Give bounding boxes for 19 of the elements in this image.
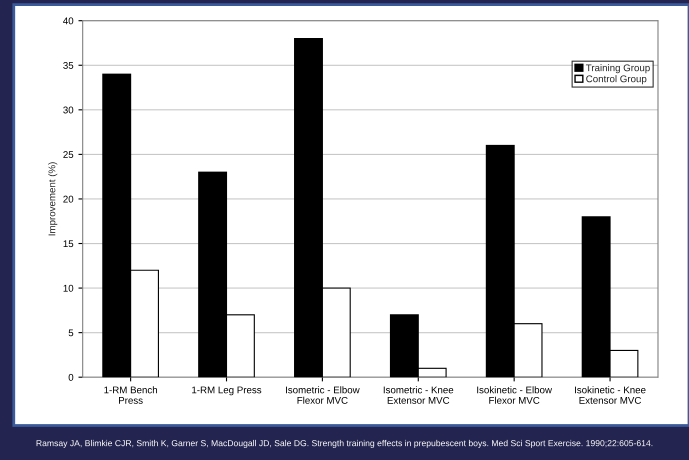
x-tick-label: 1-RM Leg Press — [192, 386, 262, 396]
x-tick-label: Isometric - Elbow Flexor MVC — [286, 386, 360, 404]
y-tick-label: 10 — [64, 284, 74, 292]
x-tick-label: 1-RM Bench Press — [104, 386, 158, 404]
y-tick-label: 40 — [63, 17, 74, 24]
legend-label: Control Group — [586, 75, 646, 84]
y-tick-label: 25 — [63, 151, 74, 158]
y-axis-title: Improvement (%) — [48, 162, 58, 236]
legend-label: Training Group — [586, 64, 650, 74]
x-tick-label: Isokinetic - Knee Extensor MVC — [575, 386, 646, 404]
y-tick-label: 0 — [68, 374, 74, 381]
y-tick-label: 15 — [64, 240, 74, 248]
y-tick-label: 5 — [68, 329, 74, 336]
text: Ramsay JA, Blimkie CJR, Smith K, Garner S, MacDougall JD, Sale DG. Strength training effects in prepubescent boys. Med Sci Sport Exercise. 1990;22:605-614. — [36, 440, 652, 448]
x-tick-label: Isokinetic - Elbow Flexor MVC — [477, 386, 552, 404]
y-tick-label: 20 — [63, 196, 74, 203]
x-tick-label: Isometric - Knee Extensor MVC — [384, 386, 454, 404]
y-tick-label: 30 — [63, 106, 74, 114]
y-tick-label: 35 — [63, 62, 74, 69]
